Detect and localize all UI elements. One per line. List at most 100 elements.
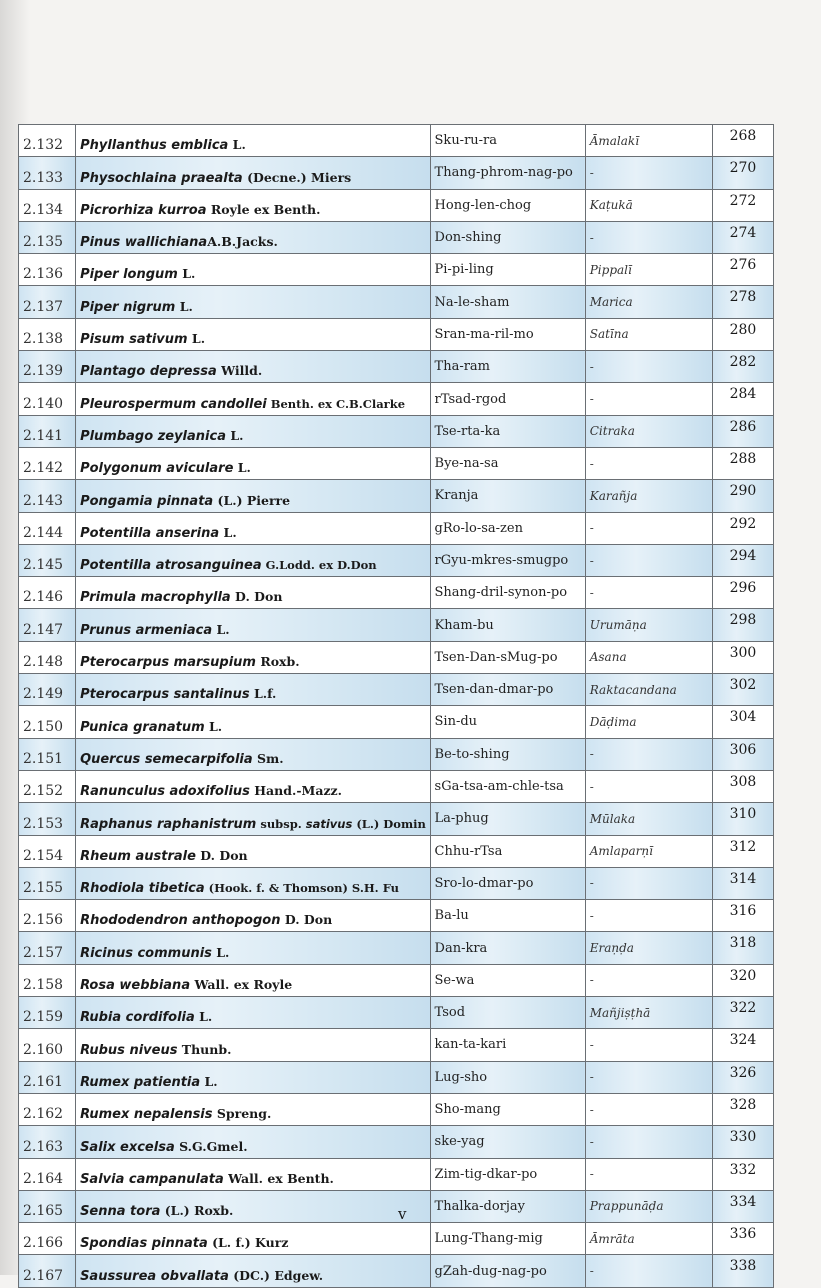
botanical-name: Rhododendron anthopogon D. Don bbox=[75, 899, 431, 933]
tibetan-name: rGyu-mkres-smugpo bbox=[429, 543, 586, 578]
botanical-name: Polygonum aviculare L. bbox=[75, 446, 431, 481]
tibetan-name: Kranja bbox=[429, 479, 586, 513]
authority: (L.) Roxb. bbox=[160, 1203, 234, 1219]
tibetan-name: Lug-sho bbox=[429, 1060, 586, 1094]
sanskrit-name: Urumāṇa bbox=[584, 608, 713, 642]
botanical-name: Picrorhiza kurroa Royle ex Benth. bbox=[75, 188, 431, 222]
tibetan-name: Dan-kra bbox=[429, 931, 586, 965]
table-row: 2.157 Ricinus communis L. Dan-kra Eraṇḍa 318 bbox=[17, 931, 775, 965]
taxon-name: Quercus semecarpifolia bbox=[80, 751, 253, 767]
entry-number: 2.148 bbox=[17, 640, 77, 675]
page-ref: 306 bbox=[711, 737, 775, 771]
authority: (L.) Pierre bbox=[213, 492, 291, 508]
page-ref: 298 bbox=[711, 608, 775, 642]
entry-number: 2.167 bbox=[17, 1254, 77, 1288]
sanskrit-name: Amlaparṇī bbox=[584, 834, 713, 868]
table-row: 2.134 Picrorhiza kurroa Royle ex Benth. Ho… bbox=[17, 188, 775, 222]
tibetan-name: Don-shing bbox=[429, 220, 586, 255]
tibetan-name: Sran-ma-ril-mo bbox=[429, 317, 586, 352]
entry-number: 2.140 bbox=[17, 382, 77, 416]
taxon-name: Prunus armeniaca bbox=[80, 622, 213, 638]
botanical-name: Piper longum L. bbox=[75, 253, 431, 287]
botanical-name: Rosa webbiana Wall. ex Royle bbox=[75, 963, 431, 998]
page-ref: 312 bbox=[711, 834, 775, 868]
page-ref: 286 bbox=[711, 414, 775, 448]
authority: Hand.-Mazz. bbox=[249, 783, 343, 799]
sanskrit-name: - bbox=[584, 543, 713, 578]
page-ref: 300 bbox=[711, 640, 775, 675]
authority: G.Lodd. ex D.Don bbox=[261, 558, 377, 573]
entry-number: 2.146 bbox=[17, 576, 77, 610]
sanskrit-name: Dāḍima bbox=[584, 705, 713, 739]
page-ref: 274 bbox=[711, 220, 775, 255]
page-ref: 332 bbox=[711, 1157, 775, 1191]
page-ref: 314 bbox=[711, 866, 775, 901]
taxon-name: Potentilla anserina bbox=[80, 525, 220, 541]
page-ref: 328 bbox=[711, 1092, 775, 1127]
taxon-name: Pterocarpus santalinus bbox=[80, 687, 250, 703]
tibetan-name: Ba-lu bbox=[429, 899, 586, 933]
taxon-name: Plantago depressa bbox=[80, 364, 217, 380]
taxon-name: Ricinus communis bbox=[80, 945, 212, 961]
sanskrit-name: - bbox=[584, 156, 713, 190]
botanical-name: Potentilla atrosanguinea G.Lodd. ex D.Do… bbox=[75, 543, 431, 578]
page-ref: 280 bbox=[711, 317, 775, 352]
authority: Spreng. bbox=[212, 1106, 272, 1122]
taxon-name: Salvia campanulata bbox=[80, 1171, 224, 1187]
sanskrit-name: - bbox=[584, 382, 713, 416]
page-number: v bbox=[398, 1205, 407, 1223]
entry-number: 2.152 bbox=[17, 769, 77, 804]
taxon-name: Physochlaina praealta bbox=[80, 170, 243, 186]
taxon-name: Piper longum bbox=[80, 267, 178, 283]
authority: L. bbox=[187, 331, 206, 347]
authority: L. bbox=[212, 621, 230, 637]
page-ref: 336 bbox=[711, 1222, 775, 1256]
botanical-name: Rheum australe D. Don bbox=[75, 834, 431, 868]
taxon-name: Piper nigrum bbox=[80, 299, 176, 315]
authority: (L.) Domin bbox=[352, 816, 426, 831]
taxon-name: Salix excelsa bbox=[80, 1139, 175, 1155]
botanical-name: Piper nigrum L. bbox=[75, 285, 431, 319]
tibetan-name: Be-to-shing bbox=[429, 737, 586, 771]
page-ref: 304 bbox=[711, 705, 775, 739]
table-row: 2.155 Rhodiola tibetica (Hook. f. & Thoms… bbox=[17, 866, 775, 901]
table-row: 2.146 Primula macrophylla D. Don Shang-dri… bbox=[17, 576, 775, 610]
table-row: 2.136 Piper longum L. Pi-pi-ling Pippalī 276 bbox=[17, 253, 775, 287]
authority: Benth. ex C.B.Clarke bbox=[266, 396, 406, 411]
tibetan-name: Se-wa bbox=[429, 963, 586, 998]
table-row: 2.141 Plumbago zeylanica L. Tse-rta-ka Citr… bbox=[17, 414, 775, 448]
entry-number: 2.157 bbox=[17, 931, 77, 965]
table-row: 2.138 Pisum sativum L. Sran-ma-ril-mo Satīn… bbox=[17, 317, 775, 352]
table-row: 2.153 Raphanus raphanistrum subsp. sativu… bbox=[17, 802, 775, 836]
sanskrit-name: Satīna bbox=[584, 317, 713, 352]
botanical-name: Spondias pinnata (L. f.) Kurz bbox=[75, 1222, 431, 1256]
table-row: 2.160 Rubus niveus Thunb. kan-ta-kari -324 bbox=[17, 1028, 775, 1062]
tibetan-name: Thang-phrom-nag-po bbox=[429, 156, 586, 190]
taxon-name: Ranunculus adoxifolius bbox=[80, 784, 250, 800]
taxon-name: Polygonum aviculare bbox=[80, 461, 234, 477]
page-ref: 288 bbox=[711, 446, 775, 481]
page-ref: 278 bbox=[711, 285, 775, 319]
authority: L. bbox=[177, 266, 196, 282]
taxon-name: Rubus niveus bbox=[80, 1042, 178, 1058]
authority: (Decne.) Miers bbox=[242, 169, 352, 185]
sanskrit-name: - bbox=[584, 1125, 713, 1159]
entry-number: 2.160 bbox=[17, 1028, 77, 1062]
taxon-name: Pterocarpus marsupium bbox=[80, 655, 256, 671]
table-row: 2.145 Potentilla atrosanguinea G.Lodd. ex… bbox=[17, 543, 775, 578]
taxon-name: Rumex patientia bbox=[80, 1074, 201, 1090]
page-ref: 326 bbox=[711, 1060, 775, 1094]
sanskrit-name: Āmrāta bbox=[584, 1222, 713, 1256]
botanical-name: Rubus niveus Thunb. bbox=[75, 1028, 431, 1062]
authority: D. Don bbox=[195, 847, 248, 863]
tibetan-name: Kham-bu bbox=[429, 608, 586, 642]
taxon-name: Rosa webbiana bbox=[80, 978, 191, 994]
sanskrit-name: Kaṭukā bbox=[584, 188, 713, 222]
botanical-name: Saussurea obvallata (DC.) Edgew. bbox=[75, 1254, 431, 1288]
taxon-name: sativus bbox=[305, 816, 353, 831]
entry-number: 2.161 bbox=[17, 1060, 77, 1094]
table-row: 2.159 Rubia cordifolia L. Tsod Mañjiṣṭhā 322 bbox=[17, 996, 775, 1030]
tibetan-name: Lung-Thang-mig bbox=[429, 1222, 586, 1256]
entry-number: 2.137 bbox=[17, 285, 77, 319]
botanical-name: Pongamia pinnata (L.) Pierre bbox=[75, 479, 431, 513]
